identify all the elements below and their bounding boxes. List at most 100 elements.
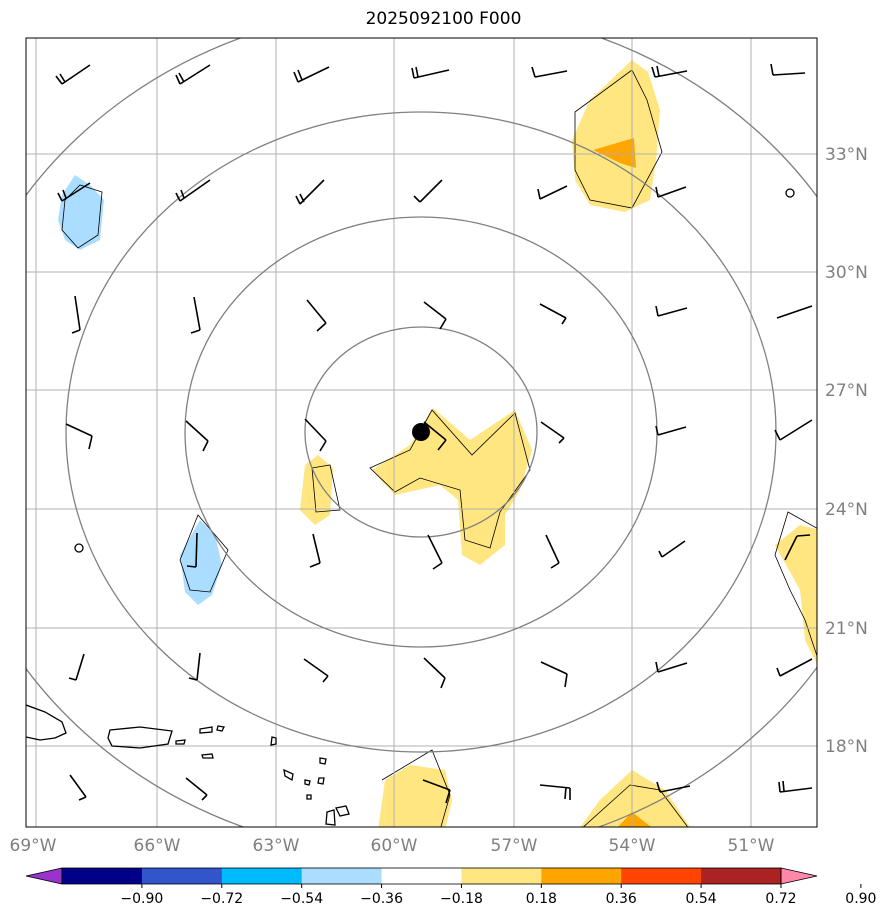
lat-label: 21°N <box>825 619 868 639</box>
coastline-islet <box>74 543 84 553</box>
wind-barb <box>776 305 813 319</box>
wind-barb <box>655 305 688 317</box>
wind-barb <box>304 418 327 452</box>
colorbar-cell <box>621 868 702 884</box>
wind-barb <box>655 186 687 198</box>
coastline-small-island <box>216 725 225 732</box>
coastline-small-island <box>306 794 312 800</box>
coastlines <box>26 188 795 826</box>
wind-barb <box>68 653 85 681</box>
wind-barb <box>770 63 806 76</box>
lat-label: 33°N <box>825 145 868 165</box>
lon-label: 51°W <box>728 836 775 856</box>
colorbar-tick-label: 0.54 <box>686 891 717 907</box>
contour <box>61 184 103 249</box>
lon-label: 66°W <box>134 836 181 856</box>
wind-barb <box>293 66 330 83</box>
map-plot-area <box>26 38 817 827</box>
colorbar-extension-high <box>780 867 818 885</box>
coastline-small-island <box>325 809 336 826</box>
colorbar-tick-label: −0.18 <box>440 891 483 907</box>
coastline-small-island <box>175 739 186 745</box>
wind-barb <box>185 777 208 801</box>
contour <box>311 464 341 513</box>
wind-barb <box>778 780 813 793</box>
wind-barb <box>422 779 451 804</box>
wind-barb <box>306 299 327 332</box>
lon-label: 57°W <box>491 836 538 856</box>
lat-label: 30°N <box>825 263 868 283</box>
map-title: 2025092100 F000 <box>365 9 522 29</box>
wind-barb <box>190 296 201 334</box>
lat-label: 24°N <box>825 500 868 520</box>
contour <box>381 749 451 827</box>
coastline-small-island <box>319 757 327 765</box>
wind-barb <box>655 661 688 673</box>
wind-barb <box>188 652 201 681</box>
contour <box>179 514 229 593</box>
wind-barb <box>423 657 446 689</box>
colorbar-ticks: −0.90 −0.72 −0.54 −0.36 −0.18 0.18 0.36 0.54 0.7… <box>120 884 876 907</box>
colorbar-cell <box>701 868 782 884</box>
wind-barb <box>423 301 447 330</box>
colorbar-tick-label: 0.36 <box>606 891 637 907</box>
wind-barb <box>776 658 813 677</box>
contour <box>369 409 531 549</box>
positive-area <box>300 455 333 525</box>
positive-area <box>372 408 532 565</box>
negative-area <box>58 175 104 250</box>
colorbar-cells <box>25 867 818 885</box>
colorbar-tick-label: 0.72 <box>765 891 796 907</box>
colorbar-tick-label: −0.54 <box>280 891 323 907</box>
colorbar-tick-label: 0.18 <box>526 891 557 907</box>
wind-barb <box>411 66 450 79</box>
wind-barb <box>57 182 91 202</box>
colorbar-tick-label: −0.36 <box>360 891 403 907</box>
lon-label: 60°W <box>371 836 418 856</box>
wind-barb <box>545 534 560 569</box>
wind-barb <box>656 781 691 793</box>
wind-barb <box>655 425 687 436</box>
positive-area <box>580 770 690 827</box>
coastline-small-island <box>201 753 214 759</box>
wind-barb <box>65 423 93 450</box>
wind-barbs <box>55 63 813 804</box>
lat-label: 18°N <box>825 737 868 757</box>
wind-barb <box>658 540 686 558</box>
wind-barb <box>784 534 811 561</box>
colorbar-cell <box>301 868 383 884</box>
wind-barb <box>303 658 329 683</box>
latitude-labels: 33°N 30°N 27°N 24°N 21°N 18°N <box>825 145 868 757</box>
longitude-labels: 69°W 66°W 63°W 60°W 57°W 54°W 51°W <box>10 836 775 856</box>
wind-barb <box>295 179 325 205</box>
coastline-small-island <box>335 805 350 817</box>
coastline-small-island <box>283 768 294 782</box>
wind-barb <box>186 532 198 568</box>
colorbar-tick-label: −0.90 <box>120 891 163 907</box>
wind-barb <box>309 533 321 568</box>
colorbar-cell <box>381 868 462 884</box>
wind-barb <box>539 784 571 800</box>
colorbar-cell <box>221 868 303 884</box>
lat-label: 27°N <box>825 381 868 401</box>
colorbar-cell <box>141 868 223 884</box>
colorbar-cell <box>62 868 143 884</box>
plot-frame <box>25 37 818 828</box>
colorbar-cell <box>461 868 542 884</box>
coastline-hispaniola <box>26 704 67 741</box>
coastline-small-island <box>270 736 277 746</box>
colorbar-tick-label: 0.90 <box>845 891 876 907</box>
wind-barb <box>185 420 209 452</box>
colorbar-tick-label: −0.72 <box>200 891 243 907</box>
wind-barb <box>540 421 565 444</box>
strong-positive-area <box>593 138 636 168</box>
wind-barb <box>540 661 568 688</box>
wind-barb <box>539 303 567 325</box>
coastline-islet <box>785 188 795 198</box>
wind-barb <box>69 774 87 801</box>
coastline-puerto-rico <box>107 726 173 749</box>
positive-area <box>378 765 452 827</box>
coastline-small-island <box>317 777 325 785</box>
strong-positive-area <box>617 812 652 827</box>
